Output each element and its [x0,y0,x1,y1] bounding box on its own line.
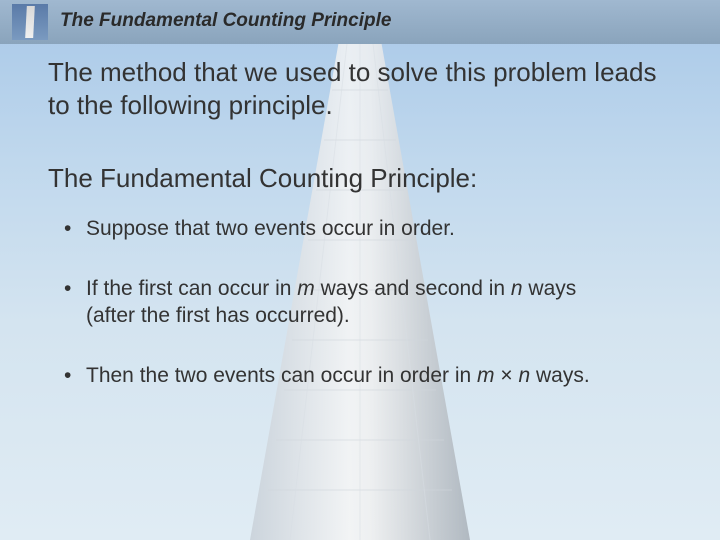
slide-title: The Fundamental Counting Principle [60,10,391,32]
list-item: Suppose that two events occur in order. [86,216,678,242]
slide-content: The method that we used to solve this pr… [48,56,678,423]
header-thumbnail [12,4,48,40]
list-item: If the first can occur in m ways and sec… [86,276,678,329]
list-item: Then the two events can occur in order i… [86,363,678,389]
bullet-list: Suppose that two events occur in order. … [48,216,678,389]
subtitle: The Fundamental Counting Principle: [48,163,678,194]
intro-text: The method that we used to solve this pr… [48,56,678,121]
